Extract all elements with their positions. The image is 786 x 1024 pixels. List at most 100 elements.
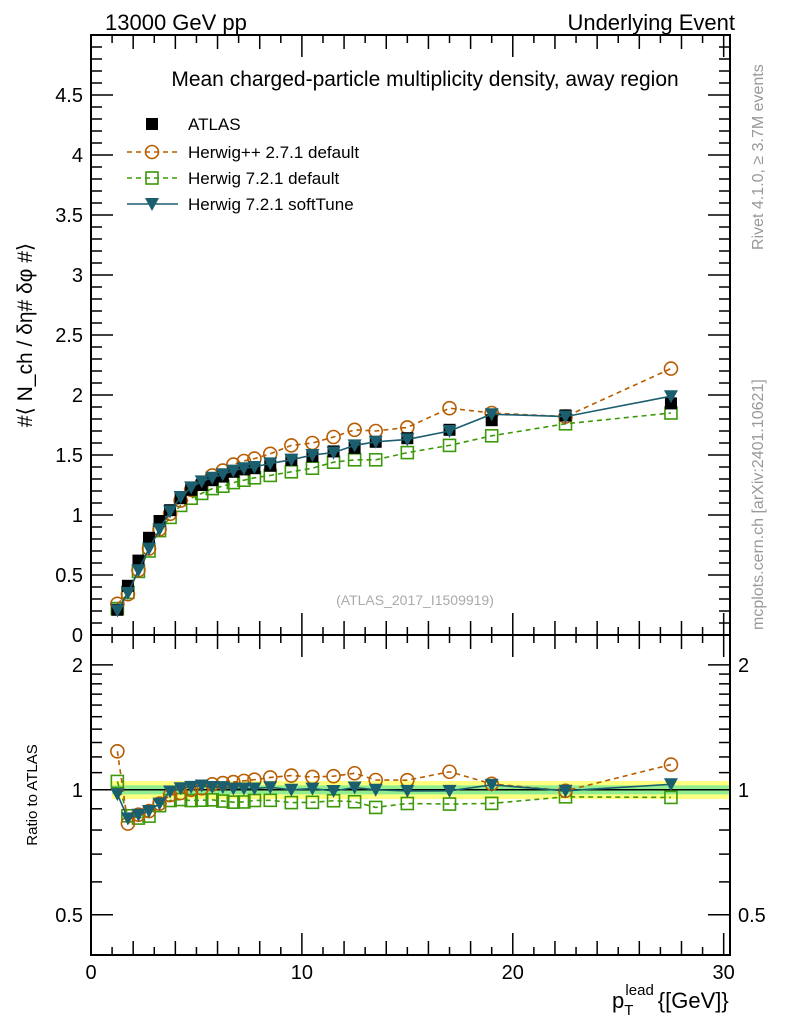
data-point-herwig-2-7-1-default — [347, 422, 362, 438]
data-point-herwig-7-2-1-softtune — [236, 462, 251, 476]
ratio-point-herwig-7-2-1-softtune — [663, 778, 678, 792]
legend-label-herwig-7-2-1-default: Herwig 7.2.1 default — [188, 169, 339, 188]
y-tick-label: 3.5 — [55, 205, 83, 227]
data-point-herwig-7-2-1-softtune — [205, 471, 220, 485]
x-tick-label: 20 — [502, 962, 524, 984]
data-point-herwig-7-2-1-softtune — [215, 468, 230, 482]
ratio-point-herwig-7-2-1-softtune — [558, 784, 573, 798]
ratio-point-herwig-7-2-1-softtune — [347, 781, 362, 795]
y-tick-label: 1.5 — [55, 445, 83, 467]
ratio-point-herwig-7-2-1-softtune — [215, 781, 230, 795]
data-point-herwig-7-2-1-default — [484, 428, 499, 443]
ratio-point-herwig-7-2-1-softtune — [368, 783, 383, 797]
ratio-point-herwig-7-2-1-softtune — [236, 782, 251, 796]
ratio-point-herwig-7-2-1-softtune — [110, 788, 125, 802]
data-point-herwig-7-2-1-softtune — [247, 461, 262, 474]
data-point-herwig-7-2-1-softtune — [442, 425, 457, 438]
ratio-point-herwig-7-2-1-default — [347, 794, 362, 809]
legend-marker-herwig-7-2-1-softtune — [145, 198, 159, 211]
legend-label-atlas: ATLAS — [188, 115, 241, 134]
ratio-point-herwig-7-2-1-softtune — [326, 784, 341, 798]
data-point-atlas — [664, 397, 677, 410]
ratio-point-herwig-7-2-1-softtune — [152, 797, 167, 811]
y-tick-label: 0 — [72, 625, 83, 647]
chart-title: Mean charged-particle multiplicity densi… — [171, 68, 678, 91]
ratio-point-herwig-7-2-1-default — [263, 793, 278, 808]
ratio-point-herwig-7-2-1-softtune — [400, 784, 415, 798]
y-tick-label: 4 — [72, 145, 83, 167]
legend-label-herwig-2-7-1-default: Herwig++ 2.7.1 default — [188, 143, 359, 162]
data-point-herwig-7-2-1-softtune — [163, 505, 178, 519]
ratio-point-herwig-7-2-1-softtune — [173, 782, 188, 796]
ratio-point-herwig-7-2-1-softtune — [163, 785, 178, 799]
data-point-herwig-7-2-1-softtune — [141, 542, 156, 556]
data-point-herwig-7-2-1-softtune — [110, 604, 125, 618]
ratio-y-axis-label: Ratio to ATLAS — [24, 744, 41, 845]
ratio-point-herwig-7-2-1-softtune — [284, 783, 299, 797]
ratio-point-herwig-7-2-1-default — [216, 794, 230, 808]
ratio-y-tick-label: 1 — [72, 780, 83, 802]
ratio-point-herwig-7-2-1-softtune — [141, 805, 156, 819]
data-point-herwig-7-2-1-softtune — [184, 481, 199, 495]
data-point-herwig-7-2-1-softtune — [558, 410, 573, 424]
data-point-herwig-7-2-1-softtune — [263, 457, 278, 471]
data-point-herwig-7-2-1-default — [400, 445, 415, 460]
x-axis-label-sub: T — [624, 1002, 633, 1019]
ratio-point-herwig-7-2-1-default — [305, 795, 320, 810]
x-tick-label: 0 — [85, 962, 96, 984]
ratio-point-herwig-7-2-1-softtune — [263, 781, 278, 795]
ratio-point-herwig-2-7-1-default — [347, 765, 362, 781]
legend-marker-herwig-7-2-1-default — [145, 171, 159, 185]
data-point-herwig-7-2-1-softtune — [400, 433, 415, 447]
ratio-point-herwig-7-2-1-softtune — [120, 812, 135, 826]
data-point-herwig-2-7-1-default — [284, 438, 299, 453]
ratio-point-herwig-2-7-1-default — [284, 768, 299, 783]
side-label-lower: mcplots.cern.ch [arXiv:2401.10621] — [750, 379, 767, 630]
y-axis-label: #⟨ N_ch / δη# δφ #⟩ — [14, 243, 37, 427]
y-tick-label: 3 — [72, 265, 83, 287]
data-point-herwig-2-7-1-default — [326, 429, 341, 445]
legend-marker-herwig-2-7-1-default — [144, 144, 160, 160]
x-axis-label-unit: {[GeV]} — [658, 988, 729, 1013]
data-point-atlas — [142, 531, 155, 544]
legend-label-herwig-7-2-1-softtune: Herwig 7.2.1 softTune — [188, 195, 354, 214]
data-point-herwig-7-2-1-softtune — [194, 475, 209, 489]
ratio-point-herwig-7-2-1-default — [184, 793, 198, 808]
data-point-herwig-7-2-1-softtune — [368, 435, 383, 449]
ratio-point-herwig-7-2-1-softtune — [226, 782, 241, 796]
header-left: 13000 GeV pp — [105, 10, 247, 35]
ratio-point-herwig-7-2-1-softtune — [194, 779, 209, 793]
data-point-herwig-2-7-1-default — [442, 400, 457, 416]
ratio-point-herwig-7-2-1-softtune — [442, 784, 457, 798]
y-tick-label: 2 — [72, 385, 83, 407]
ratio-point-herwig-7-2-1-softtune — [247, 782, 262, 796]
ratio-point-herwig-2-7-1-default — [442, 764, 457, 780]
legend: ATLAS Herwig++ 2.7.1 default Herwig 7.2.1 … — [127, 115, 359, 214]
ratio-plot-frame — [90, 634, 731, 956]
ratio-point-herwig-7-2-1-default — [110, 774, 125, 789]
ratio-point-herwig-2-7-1-default — [326, 768, 341, 784]
ratio-point-herwig-7-2-1-default — [442, 797, 457, 811]
legend-marker-atlas — [146, 118, 158, 130]
ratio-point-herwig-7-2-1-default — [484, 796, 499, 811]
side-label-upper: Rivet 4.1.0, ≥ 3.7M events — [750, 64, 767, 250]
x-tick-label: 30 — [713, 962, 735, 984]
data-point-herwig-7-2-1-softtune — [131, 564, 146, 578]
x-axis-label: pTlead {[GeV]} — [612, 982, 729, 1019]
ratio-point-herwig-7-2-1-default — [368, 800, 383, 815]
ratio-y-tick-label-right: 2 — [738, 655, 749, 677]
data-point-herwig-7-2-1-softtune — [173, 491, 188, 504]
ratio-point-herwig-7-2-1-softtune — [184, 780, 199, 794]
data-point-herwig-7-2-1-default — [442, 438, 457, 453]
ratio-y-tick-label: 2 — [72, 655, 83, 677]
ratio-y-tick-label-right: 0.5 — [738, 905, 766, 927]
data-point-herwig-7-2-1-softtune — [152, 523, 167, 537]
ratio-point-herwig-2-7-1-default — [110, 744, 125, 759]
series-line-herwig-7-2-1-default — [116, 412, 672, 610]
y-tick-label: 4.5 — [55, 85, 83, 107]
data-point-herwig-7-2-1-softtune — [326, 446, 341, 460]
ratio-point-herwig-7-2-1-default — [237, 795, 251, 809]
y-tick-label: 1 — [72, 505, 83, 527]
data-point-herwig-2-7-1-default — [663, 361, 679, 376]
